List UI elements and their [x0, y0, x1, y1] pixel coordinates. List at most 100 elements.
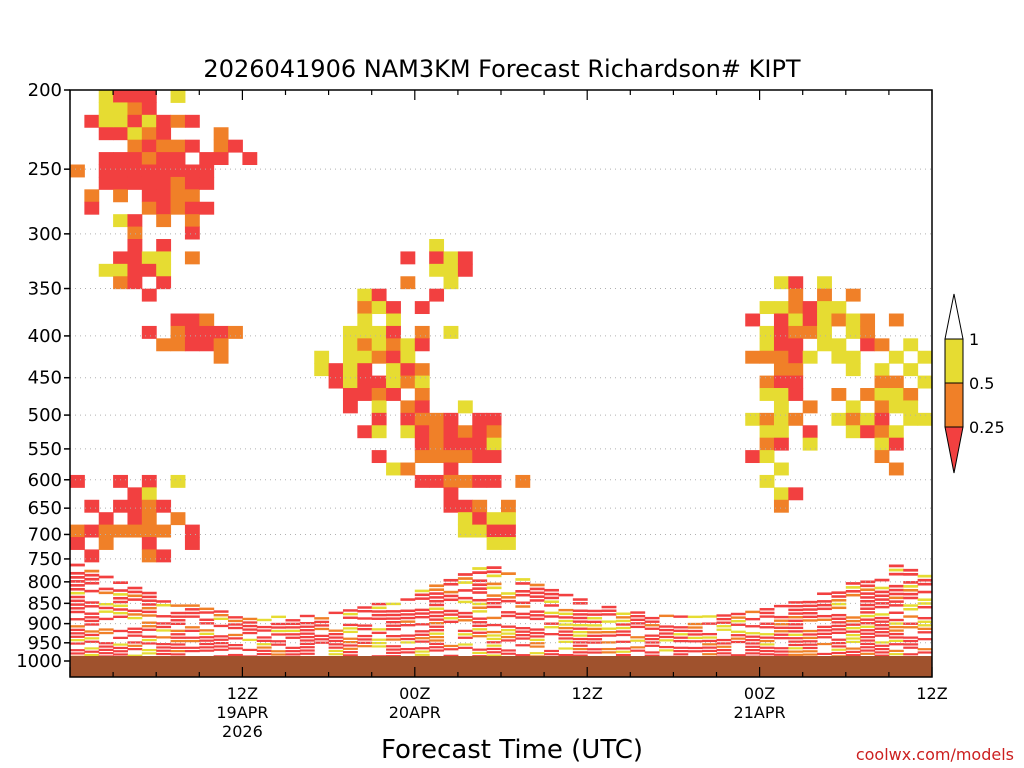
heatmap-cell — [371, 610, 387, 613]
heatmap-cell — [486, 654, 502, 657]
heatmap-cell — [630, 625, 646, 629]
heatmap-cell — [730, 620, 746, 623]
heatmap-cell — [558, 616, 574, 619]
heatmap-cell — [773, 633, 789, 636]
heatmap-cell — [759, 646, 775, 649]
heatmap-cell — [156, 649, 172, 652]
heatmap-cell — [572, 637, 588, 641]
heatmap-cell — [472, 648, 488, 651]
heatmap-cell — [673, 649, 689, 653]
heatmap-cell — [529, 635, 545, 638]
heatmap-cell — [845, 650, 861, 653]
heatmap-cell — [386, 388, 401, 401]
heatmap-cell — [156, 615, 172, 618]
heatmap-cell — [371, 375, 387, 389]
heatmap-cell — [228, 644, 243, 647]
heatmap-cell — [860, 599, 876, 603]
heatmap-cell — [429, 635, 445, 639]
surface-ground — [70, 656, 932, 677]
heatmap-cell — [745, 645, 761, 648]
heatmap-cell — [687, 626, 703, 629]
heatmap-cell — [558, 608, 574, 612]
heatmap-cell — [285, 626, 301, 629]
heatmap-cell — [702, 653, 718, 656]
heatmap-cell — [544, 615, 559, 618]
heatmap-cell — [386, 624, 401, 627]
heatmap-cell — [888, 639, 904, 643]
heatmap-cell — [443, 487, 459, 501]
heatmap-cell — [515, 633, 531, 637]
heatmap-cell — [342, 350, 358, 364]
heatmap-cell — [357, 627, 373, 631]
heatmap-cell — [429, 632, 445, 635]
heatmap-cell — [141, 595, 157, 599]
heatmap-cell — [127, 648, 143, 651]
heatmap-cell — [486, 637, 502, 641]
heatmap-cell — [486, 594, 502, 597]
heatmap-cell — [773, 630, 789, 633]
heatmap-cell — [501, 524, 516, 538]
heatmap-cell — [730, 612, 746, 616]
heatmap-cell — [788, 487, 804, 501]
heatmap-cell — [228, 139, 243, 153]
heatmap-cell — [242, 628, 258, 631]
heatmap-cell — [84, 650, 100, 653]
heatmap-cell — [400, 641, 416, 644]
heatmap-cell — [529, 583, 545, 587]
heatmap-cell — [845, 637, 861, 640]
heatmap-cell — [544, 622, 559, 625]
heatmap-cell — [903, 388, 919, 401]
heatmap-cell — [414, 593, 430, 597]
heatmap-cell — [888, 572, 904, 576]
heatmap-cell — [903, 412, 919, 426]
heatmap-cell — [414, 650, 430, 653]
heatmap-cell — [874, 425, 890, 439]
heatmap-cell — [285, 653, 301, 656]
heatmap-cell — [501, 614, 516, 618]
heatmap-cell — [515, 605, 531, 608]
heatmap-cell — [544, 600, 559, 603]
heatmap-cell — [745, 412, 761, 426]
heatmap-cell — [903, 338, 919, 352]
heatmap-cell — [113, 600, 128, 604]
heatmap-cell — [788, 623, 804, 626]
heatmap-cell — [644, 616, 660, 620]
legend-label: 0.25 — [969, 418, 1005, 437]
heatmap-cell — [170, 338, 186, 352]
heatmap-cell — [788, 650, 804, 653]
heatmap-cell — [486, 412, 502, 426]
heatmap-cell — [443, 450, 459, 464]
heatmap-cell — [888, 437, 904, 451]
heatmap-cell — [644, 620, 660, 623]
heatmap-cell — [486, 437, 502, 451]
heatmap-cell — [817, 632, 832, 635]
heatmap-cell — [788, 626, 804, 630]
heatmap-cell — [817, 288, 832, 302]
heatmap-cell — [386, 645, 401, 648]
heatmap-cell — [472, 587, 488, 590]
heatmap-cell — [414, 450, 430, 464]
heatmap-cell — [170, 512, 186, 526]
heatmap-cell — [587, 620, 603, 624]
heatmap-cell — [730, 630, 746, 633]
heatmap-cell — [817, 636, 832, 639]
heatmap-cell — [141, 524, 157, 538]
heatmap-cell — [558, 633, 574, 637]
heatmap-cell — [773, 619, 789, 622]
heatmap-cell — [414, 301, 430, 315]
heatmap-cell — [917, 620, 933, 623]
y-tick-label: 950 — [28, 633, 62, 654]
heatmap-cell — [357, 350, 373, 364]
heatmap-cell — [141, 603, 157, 606]
heatmap-cell — [84, 605, 100, 608]
heatmap-cell — [400, 276, 416, 290]
heatmap-cell — [199, 629, 215, 632]
heatmap-cell — [831, 595, 847, 598]
heatmap-cell — [84, 616, 100, 619]
heatmap-cell — [199, 152, 215, 166]
heatmap-cell — [874, 648, 890, 651]
heatmap-cell — [429, 629, 445, 632]
heatmap-cell — [386, 338, 401, 352]
heatmap-cell — [659, 628, 674, 632]
heatmap-cell — [759, 636, 775, 639]
